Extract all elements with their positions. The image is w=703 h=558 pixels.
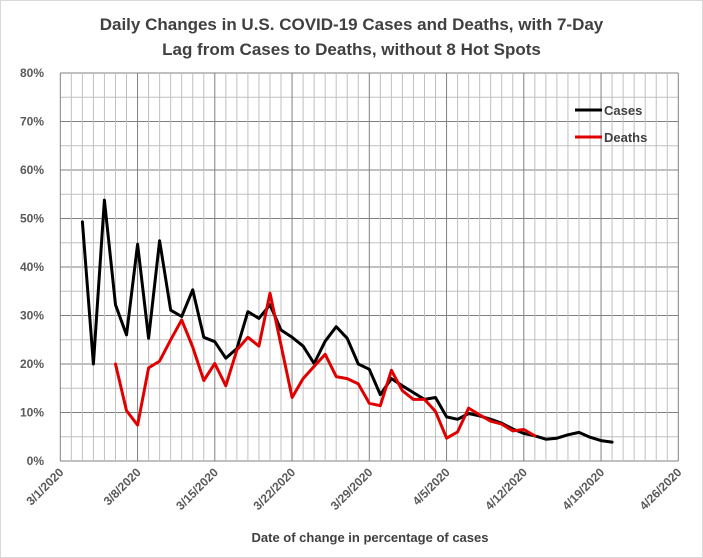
x-tick-label: 3/15/2020 — [173, 465, 221, 513]
legend-label-cases: Cases — [604, 103, 642, 118]
chart-title-line1: Daily Changes in U.S. COVID-19 Cases and… — [99, 15, 604, 34]
y-tick-label: 70% — [20, 115, 44, 129]
legend: Cases Deaths — [575, 103, 647, 145]
x-tick-label: 3/1/2020 — [23, 465, 66, 508]
y-tick-label: 30% — [20, 309, 44, 323]
y-tick-label: 80% — [20, 66, 44, 80]
x-tick-label: 4/5/2020 — [410, 465, 453, 508]
grid — [59, 72, 679, 462]
chart-title: Daily Changes in U.S. COVID-19 Cases and… — [0, 12, 703, 62]
chart-title-line2: Lag from Cases to Deaths, without 8 Hot … — [162, 40, 541, 59]
series-lines — [80, 198, 614, 444]
legend-label-deaths: Deaths — [604, 130, 647, 145]
x-tick-label: 3/22/2020 — [251, 465, 299, 513]
x-axis-label: Date of change in percentage of cases — [251, 530, 489, 545]
x-axis-ticks: 3/1/2020 3/8/2020 3/15/2020 3/22/2020 3/29/2… — [23, 465, 684, 513]
y-tick-label: 0% — [27, 454, 45, 468]
y-tick-label: 20% — [20, 357, 44, 371]
y-tick-label: 50% — [20, 212, 44, 226]
y-tick-label: 40% — [20, 260, 44, 274]
x-tick-label: 4/19/2020 — [560, 465, 608, 513]
y-axis-ticks: 0% 10% 20% 30% 40% 50% 60% 70% 80% — [20, 66, 44, 468]
x-tick-label: 4/26/2020 — [637, 465, 685, 513]
y-tick-label: 10% — [20, 406, 44, 420]
x-tick-label: 3/29/2020 — [328, 465, 376, 513]
y-tick-label: 60% — [20, 163, 44, 177]
x-tick-label: 3/8/2020 — [101, 465, 144, 508]
x-tick-label: 4/12/2020 — [482, 465, 530, 513]
